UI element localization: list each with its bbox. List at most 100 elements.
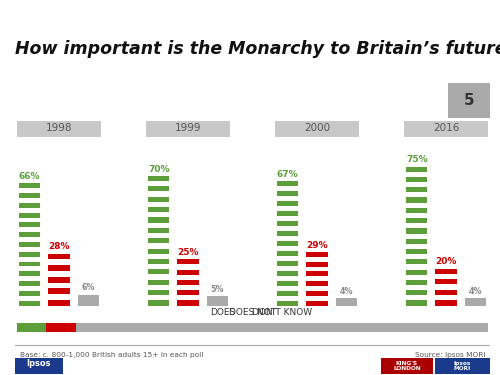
- Text: 2000: 2000: [304, 123, 330, 133]
- Bar: [277, 261, 298, 266]
- Bar: [406, 238, 427, 244]
- Bar: [436, 279, 457, 284]
- Bar: [436, 290, 457, 295]
- Text: 4%: 4%: [340, 287, 353, 296]
- Bar: [464, 298, 486, 306]
- Bar: [277, 221, 298, 226]
- Bar: [148, 259, 170, 264]
- Text: 75%: 75%: [406, 155, 427, 164]
- Bar: [406, 208, 427, 213]
- Bar: [177, 259, 199, 264]
- Text: 4%: 4%: [468, 287, 482, 296]
- Bar: [48, 300, 70, 306]
- Text: KING'S
LONDON: KING'S LONDON: [393, 361, 420, 371]
- Bar: [78, 294, 99, 306]
- Text: 25%: 25%: [177, 248, 199, 257]
- Bar: [19, 301, 40, 306]
- Text: 67%: 67%: [277, 170, 298, 179]
- Bar: [306, 272, 328, 276]
- Bar: [277, 231, 298, 236]
- Bar: [306, 281, 328, 286]
- Bar: [277, 271, 298, 276]
- Bar: [148, 249, 170, 254]
- Bar: [406, 280, 427, 285]
- Bar: [177, 300, 199, 306]
- Bar: [277, 301, 298, 306]
- Bar: [381, 358, 433, 374]
- Text: 2016: 2016: [433, 123, 459, 133]
- Bar: [15, 358, 62, 374]
- Bar: [177, 270, 199, 275]
- Text: DOES NOT: DOES NOT: [229, 308, 276, 317]
- Text: Base: c. 800-1,000 British adults 15+ in each poll: Base: c. 800-1,000 British adults 15+ in…: [20, 352, 203, 358]
- Bar: [277, 201, 298, 206]
- Text: 1999: 1999: [174, 123, 201, 133]
- Bar: [148, 228, 170, 233]
- Bar: [277, 191, 298, 196]
- Bar: [48, 277, 70, 282]
- Bar: [306, 301, 328, 306]
- Bar: [406, 290, 427, 296]
- Bar: [404, 122, 488, 137]
- Bar: [19, 262, 40, 267]
- Bar: [19, 291, 40, 296]
- Bar: [148, 207, 170, 212]
- Text: Ipsos
MORI: Ipsos MORI: [454, 361, 471, 371]
- Text: DO YOU THINK THE MONARCHY DOES OR DOES NOT HAVE AN IMPORTANT ROLE TO PLAY
IN THE: DO YOU THINK THE MONARCHY DOES OR DOES N…: [24, 89, 423, 110]
- Text: 28%: 28%: [48, 243, 70, 252]
- Bar: [406, 249, 427, 254]
- Bar: [19, 193, 40, 198]
- Bar: [306, 262, 328, 267]
- Bar: [448, 82, 490, 118]
- Text: 66%: 66%: [19, 172, 40, 181]
- Text: 5: 5: [464, 93, 474, 108]
- Bar: [148, 176, 170, 181]
- Bar: [19, 222, 40, 227]
- Bar: [206, 296, 228, 306]
- Bar: [148, 290, 170, 295]
- Text: 6%: 6%: [82, 283, 95, 292]
- Bar: [277, 241, 298, 246]
- Bar: [177, 280, 199, 285]
- Bar: [406, 228, 427, 234]
- Bar: [148, 238, 170, 243]
- Text: 70%: 70%: [148, 165, 170, 174]
- Text: DON’T KNOW: DON’T KNOW: [252, 308, 312, 317]
- Bar: [148, 217, 170, 222]
- Bar: [277, 211, 298, 216]
- Bar: [46, 323, 459, 332]
- Text: DOES: DOES: [210, 308, 236, 317]
- Bar: [148, 186, 170, 191]
- Bar: [275, 122, 359, 137]
- Text: 20%: 20%: [436, 257, 456, 266]
- Bar: [19, 183, 40, 188]
- Text: Source: Ipsos MORI: Source: Ipsos MORI: [415, 352, 485, 358]
- Bar: [148, 196, 170, 202]
- Bar: [48, 265, 70, 271]
- Bar: [19, 242, 40, 247]
- Bar: [148, 269, 170, 274]
- Bar: [306, 252, 328, 257]
- Bar: [19, 203, 40, 208]
- Bar: [146, 122, 230, 137]
- Bar: [277, 251, 298, 256]
- Text: 1998: 1998: [46, 123, 72, 133]
- Text: 5%: 5%: [210, 285, 224, 294]
- Bar: [406, 300, 427, 306]
- Bar: [336, 298, 357, 306]
- Bar: [17, 122, 101, 137]
- Bar: [148, 300, 170, 306]
- Bar: [406, 218, 427, 223]
- Bar: [306, 291, 328, 296]
- Bar: [48, 254, 70, 260]
- Circle shape: [30, 351, 48, 352]
- Bar: [436, 268, 457, 274]
- Bar: [17, 323, 430, 332]
- Bar: [406, 259, 427, 264]
- Bar: [436, 358, 490, 374]
- Bar: [19, 213, 40, 217]
- Bar: [406, 166, 427, 172]
- Bar: [277, 291, 298, 296]
- Bar: [406, 270, 427, 275]
- Bar: [406, 187, 427, 192]
